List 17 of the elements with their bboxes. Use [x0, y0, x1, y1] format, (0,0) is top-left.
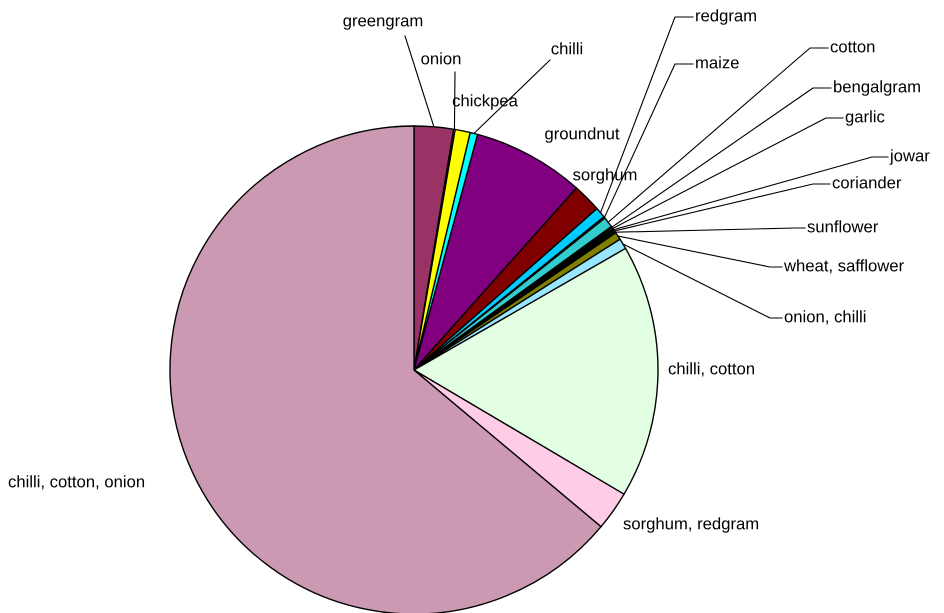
slice-label: maize — [696, 56, 739, 68]
slice-label: onion — [421, 52, 460, 64]
slice-label: bengalgram — [834, 80, 920, 96]
slice-label: sorghum, redgram — [623, 517, 758, 533]
slice-label: sunflower — [807, 220, 878, 232]
slice-label: greengram — [343, 17, 422, 30]
slice-label: groundnut — [545, 127, 620, 143]
slice-label: onion, chilli — [784, 310, 866, 324]
slice-label: redgram — [696, 9, 756, 25]
slice-label: cotton — [830, 42, 874, 52]
slice-label: chilli, cotton — [668, 362, 754, 376]
slice-label: coriander — [832, 176, 902, 188]
slice-label: wheat, safflower — [784, 259, 904, 274]
slice-label: garlic — [846, 110, 884, 126]
slice-label: jowar — [890, 149, 930, 165]
slice-label: chilli — [552, 42, 582, 54]
slice-label: chilli, cotton, onion — [8, 475, 144, 490]
